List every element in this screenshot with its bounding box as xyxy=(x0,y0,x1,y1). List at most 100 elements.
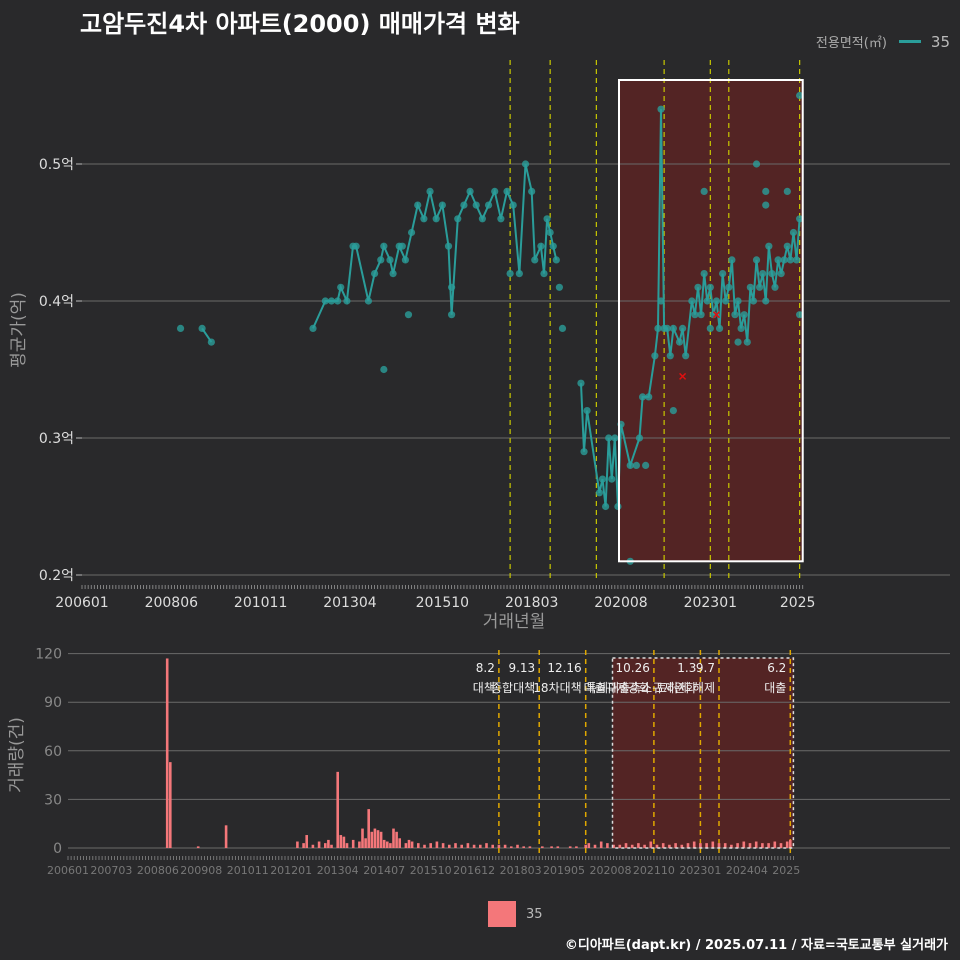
price-point xyxy=(503,187,511,195)
price-point xyxy=(722,297,730,305)
price-point xyxy=(796,91,804,100)
price-point xyxy=(792,256,801,264)
volume-bar xyxy=(680,844,684,848)
price-point xyxy=(700,187,708,195)
price-point xyxy=(789,228,798,237)
volume-bar xyxy=(305,835,308,848)
volume-bar xyxy=(479,844,482,848)
legend-bar-swatch xyxy=(488,901,516,927)
volume-bar xyxy=(748,843,752,848)
volume-bar xyxy=(398,838,401,848)
volume-bar xyxy=(361,828,364,848)
volume-bar xyxy=(376,830,380,848)
price-point xyxy=(380,365,388,374)
price-point xyxy=(771,283,779,291)
price-point xyxy=(743,338,751,346)
price-point xyxy=(198,324,206,332)
price-point xyxy=(540,270,548,278)
volume-bar xyxy=(345,843,349,848)
bar-x-tick-label: 2025 xyxy=(772,864,800,877)
price-point xyxy=(712,297,721,305)
price-point xyxy=(783,187,791,195)
bar-x-tick-label: 202301 xyxy=(679,864,721,877)
highlight-border xyxy=(618,79,804,563)
volume-bar xyxy=(395,831,398,848)
volume-bar xyxy=(767,843,770,848)
volume-bar xyxy=(224,825,228,848)
y-tick-label: 0.3억 xyxy=(39,431,74,447)
volume-bar xyxy=(742,841,746,848)
price-point xyxy=(614,502,622,511)
volume-bar xyxy=(568,846,572,848)
price-point xyxy=(669,324,677,332)
price-point xyxy=(478,215,486,223)
volume-bar xyxy=(717,843,721,848)
bar-x-tick-label: 200703 xyxy=(90,864,132,877)
price-point xyxy=(389,270,397,278)
price-point xyxy=(746,283,754,291)
volume-bar xyxy=(643,844,646,848)
x-tick-label: 202301 xyxy=(684,595,737,611)
bar-y-axis-title: 거래량(건) xyxy=(7,717,27,793)
price-point xyxy=(528,187,536,195)
price-point xyxy=(420,215,428,223)
price-point xyxy=(691,311,699,319)
price-point xyxy=(515,270,523,278)
bar-x-tick-label: 202008 xyxy=(590,864,632,877)
volume-bar xyxy=(584,844,587,848)
legend-series-label: 35 xyxy=(930,32,950,51)
policy-label: 대책 xyxy=(473,680,495,695)
volume-bar xyxy=(472,844,476,848)
price-point xyxy=(786,256,795,264)
volume-bar xyxy=(528,846,532,848)
policy-label: 특례대출축소 토허제 해제 xyxy=(586,681,715,695)
price-point xyxy=(176,324,185,332)
volume-bar xyxy=(454,843,457,848)
volume-bar xyxy=(618,844,622,848)
price-point xyxy=(580,448,588,456)
volume-bar xyxy=(785,841,789,848)
volume-bar xyxy=(587,843,591,848)
volume-bar xyxy=(358,841,361,848)
price-point xyxy=(444,242,453,250)
price-point xyxy=(725,283,733,291)
x-tick-label: 201803 xyxy=(505,595,558,611)
volume-bar xyxy=(379,831,383,848)
volume-bar xyxy=(382,839,386,848)
price-point xyxy=(380,242,388,250)
volume-bar xyxy=(510,846,513,848)
price-point xyxy=(364,297,373,305)
policy-date: 1.3 xyxy=(677,661,696,675)
price-point xyxy=(605,434,613,442)
volume-bar xyxy=(503,844,507,848)
volume-bar xyxy=(364,838,367,848)
volume-bar xyxy=(599,841,603,848)
volume-bar xyxy=(196,846,200,848)
price-point xyxy=(669,407,677,415)
volume-bar xyxy=(311,844,315,848)
legend-title: 전용면적(㎡) xyxy=(815,36,887,51)
price-point xyxy=(509,201,517,209)
price-point xyxy=(654,324,662,332)
bar-x-tick-label: 201803 xyxy=(500,864,542,877)
y-tick-label: 0.4억 xyxy=(39,294,74,310)
volume-bar xyxy=(389,843,392,848)
volume-bar xyxy=(460,844,463,848)
volume-bar xyxy=(761,843,764,848)
bar-y-tick-label: 60 xyxy=(44,744,62,760)
volume-bar xyxy=(441,843,445,848)
price-point xyxy=(497,215,505,223)
volume-bar xyxy=(417,843,420,848)
price-point xyxy=(734,338,742,346)
policy-label: 대출 xyxy=(764,681,786,695)
volume-bar xyxy=(423,844,426,848)
price-point xyxy=(583,407,591,415)
price-point xyxy=(343,297,351,305)
x-tick-label: 201011 xyxy=(234,595,287,611)
y-tick-label: 0.5억 xyxy=(39,157,74,173)
volume-bar xyxy=(296,841,299,848)
price-point xyxy=(626,461,634,469)
volume-bar xyxy=(686,843,690,848)
volume-bar xyxy=(324,843,327,848)
